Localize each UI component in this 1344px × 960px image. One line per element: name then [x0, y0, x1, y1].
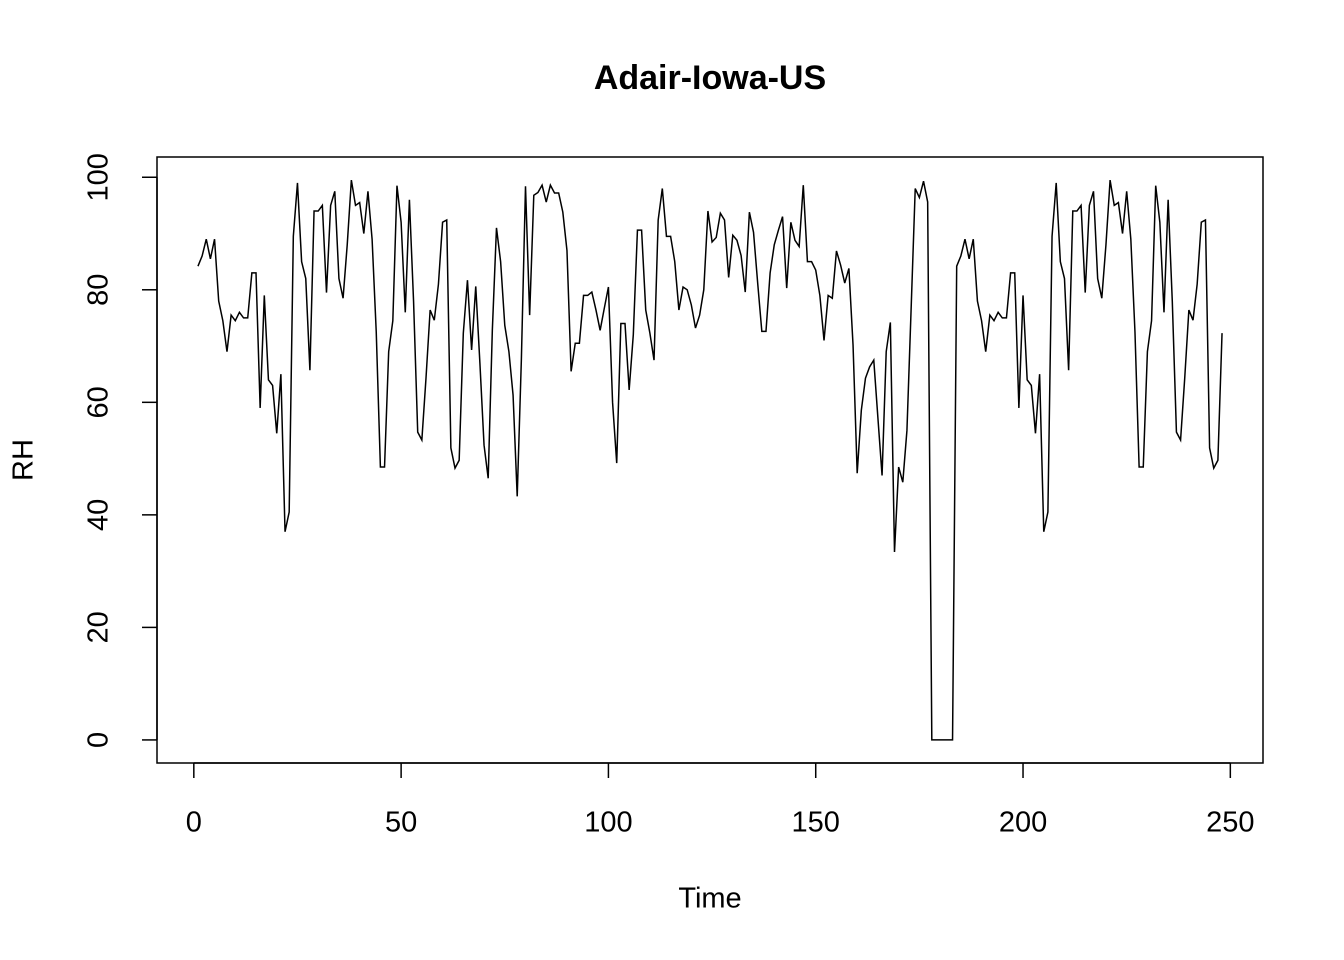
y-tick-label: 40 — [83, 499, 115, 531]
x-tick-label: 150 — [792, 807, 840, 839]
y-tick-label: 100 — [83, 153, 115, 201]
y-tick-label: 80 — [83, 274, 115, 306]
chart-title: Adair-Iowa-US — [594, 59, 826, 97]
y-axis-label: RH — [8, 439, 40, 481]
y-tick-label: 60 — [83, 386, 115, 418]
y-tick-label: 0 — [83, 732, 115, 748]
x-tick-label: 100 — [584, 807, 632, 839]
x-tick-label: 50 — [385, 807, 417, 839]
x-tick-label: 0 — [186, 807, 202, 839]
x-axis-label: Time — [678, 883, 741, 915]
x-tick-label: 200 — [999, 807, 1047, 839]
x-tick-label: 250 — [1206, 807, 1254, 839]
data-line — [197, 179, 1223, 741]
y-tick-label: 20 — [83, 611, 115, 643]
plot-box — [156, 156, 1264, 764]
